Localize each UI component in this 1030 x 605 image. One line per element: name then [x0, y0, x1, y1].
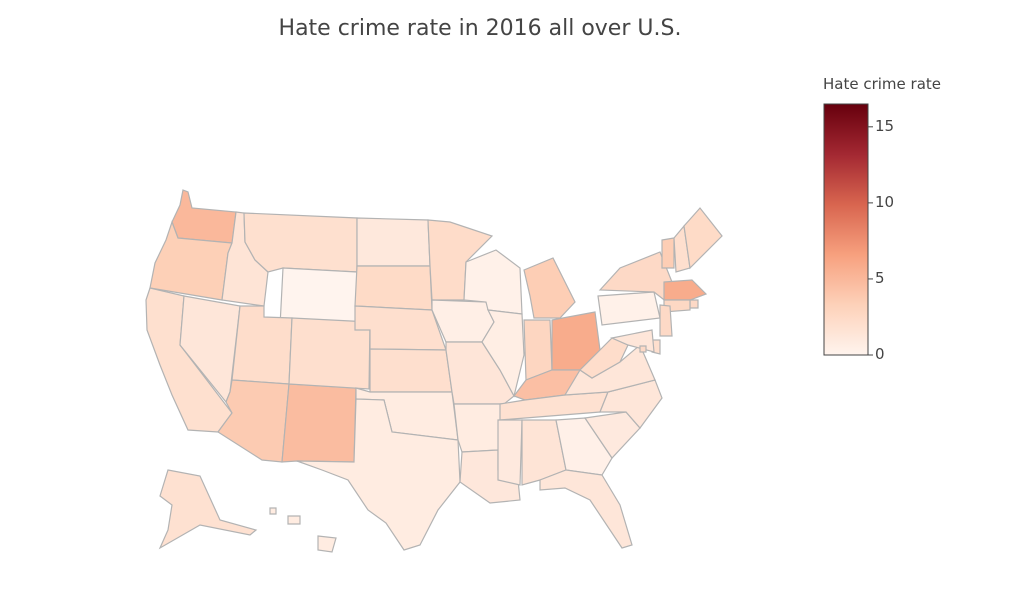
state-sd[interactable] [354, 265, 433, 311]
state-ak[interactable] [158, 469, 258, 550]
state-nj[interactable] [659, 304, 673, 337]
state-ar[interactable] [453, 403, 505, 453]
state-il[interactable] [481, 309, 525, 398]
state-ri[interactable] [689, 299, 699, 309]
state-ga[interactable] [555, 417, 613, 476]
state-wa[interactable] [171, 189, 237, 244]
state-ks[interactable] [369, 348, 453, 393]
colorbar-tick-label: 5 [875, 268, 885, 287]
colorbar-tick-label: 10 [875, 192, 895, 211]
colorbar-tick-label: 15 [875, 116, 895, 135]
state-pa[interactable] [597, 291, 661, 326]
colorbar-tick-label: 0 [875, 345, 885, 363]
state-mi[interactable] [523, 257, 576, 319]
chart-title: Hate crime rate in 2016 all over U.S. [278, 16, 682, 41]
state-co[interactable] [288, 317, 371, 390]
state-nm[interactable] [281, 383, 357, 463]
state-ms[interactable] [497, 419, 523, 486]
colorbar [823, 103, 869, 356]
state-vt[interactable] [661, 237, 675, 269]
state-me[interactable] [683, 207, 723, 270]
states-layer [145, 189, 723, 553]
state-mt[interactable] [243, 212, 358, 273]
colorbar-ticks [868, 126, 873, 356]
state-dc[interactable] [639, 345, 647, 353]
colorbar-title: Hate crime rate [823, 75, 942, 93]
state-ma[interactable] [663, 279, 708, 301]
state-tx[interactable] [296, 398, 461, 551]
state-hi[interactable] [269, 507, 337, 553]
state-fl[interactable] [539, 469, 633, 549]
state-ut[interactable] [231, 305, 293, 385]
state-nd[interactable] [356, 217, 431, 267]
